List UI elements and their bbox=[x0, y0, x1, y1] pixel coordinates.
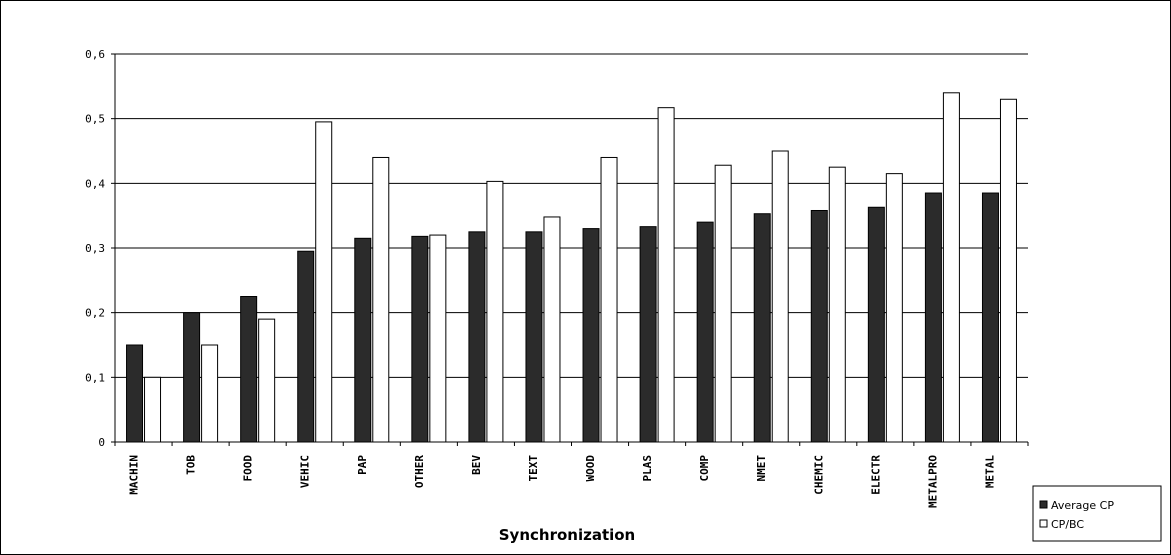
y-tick-label: 0,4 bbox=[85, 177, 105, 190]
bar-cp-bc bbox=[372, 156, 390, 443]
legend-swatch-average-cp bbox=[1039, 500, 1048, 509]
bar-average-cp bbox=[582, 228, 600, 443]
category-label: TOB bbox=[185, 455, 198, 475]
bar-cp-bc bbox=[714, 164, 732, 443]
category-label: METALPRO bbox=[926, 455, 939, 508]
bar-cp-bc bbox=[771, 150, 789, 443]
category-label: PAP bbox=[356, 455, 369, 475]
bar-cp-bc bbox=[828, 166, 846, 443]
category-label: COMP bbox=[698, 455, 711, 482]
bar-cp-bc bbox=[315, 121, 333, 443]
bar-average-cp bbox=[297, 250, 315, 443]
y-tick-label: 0,6 bbox=[85, 48, 105, 61]
y-tick-label: 0,5 bbox=[85, 113, 105, 126]
bar-average-cp bbox=[753, 213, 771, 443]
bar-cp-bc bbox=[942, 92, 960, 443]
bar-average-cp bbox=[639, 226, 657, 443]
bar-cp-bc bbox=[486, 180, 504, 443]
bar-average-cp bbox=[867, 206, 885, 443]
legend: Average CP CP/BC bbox=[1032, 485, 1162, 542]
bar-cp-bc bbox=[999, 98, 1017, 443]
category-label: OTHER bbox=[413, 455, 426, 488]
bar-cp-bc bbox=[885, 173, 903, 443]
x-axis-title: Synchronization bbox=[499, 526, 636, 544]
bar-average-cp bbox=[924, 192, 942, 443]
category-label: WOOD bbox=[584, 455, 597, 482]
bar-average-cp bbox=[411, 235, 429, 443]
y-tick-label: 0 bbox=[98, 436, 105, 449]
bar-cp-bc bbox=[201, 344, 219, 443]
bar-average-cp bbox=[981, 192, 999, 443]
bar-average-cp bbox=[468, 231, 486, 443]
y-tick-label: 0,2 bbox=[85, 307, 105, 320]
bar-average-cp bbox=[183, 312, 201, 443]
legend-swatch-cp-bc bbox=[1039, 519, 1048, 528]
legend-label-average-cp: Average CP bbox=[1051, 499, 1114, 512]
bar-cp-bc bbox=[144, 376, 162, 443]
category-label: BEV bbox=[470, 455, 483, 475]
bar-average-cp bbox=[696, 221, 714, 443]
bar-cp-bc bbox=[258, 318, 276, 443]
bar-cp-bc bbox=[429, 234, 447, 443]
category-label: MACHIN bbox=[128, 455, 141, 495]
category-label: ELECTR bbox=[869, 455, 882, 495]
bar-cp-bc bbox=[657, 107, 675, 443]
category-label: FOOD bbox=[242, 455, 255, 482]
y-tick-labels: 0 0,1 0,2 0,3 0,4 0,5 0,6 bbox=[85, 48, 105, 449]
bar-average-cp bbox=[810, 209, 828, 443]
bars bbox=[126, 92, 1017, 443]
y-tick-label: 0,1 bbox=[85, 371, 105, 384]
category-label: METAL bbox=[983, 455, 996, 488]
legend-label-cp-bc: CP/BC bbox=[1051, 518, 1084, 531]
category-label: NMET bbox=[755, 455, 768, 482]
legend-box bbox=[1032, 485, 1162, 542]
category-label: CHEMIC bbox=[812, 455, 825, 495]
bar-average-cp bbox=[525, 231, 543, 443]
category-labels: MACHIN TOB FOOD VEHIC PAP OTHER BEV TEXT WOOD PLA… bbox=[128, 455, 997, 508]
bar-average-cp bbox=[240, 296, 258, 443]
category-label: TEXT bbox=[527, 455, 540, 482]
bar-average-cp bbox=[126, 344, 144, 443]
bar-cp-bc bbox=[600, 156, 618, 443]
bar-cp-bc bbox=[543, 216, 561, 443]
category-label: PLAS bbox=[641, 455, 654, 482]
y-tick-label: 0,3 bbox=[85, 242, 105, 255]
bar-average-cp bbox=[354, 237, 372, 443]
category-label: VEHIC bbox=[299, 455, 312, 488]
